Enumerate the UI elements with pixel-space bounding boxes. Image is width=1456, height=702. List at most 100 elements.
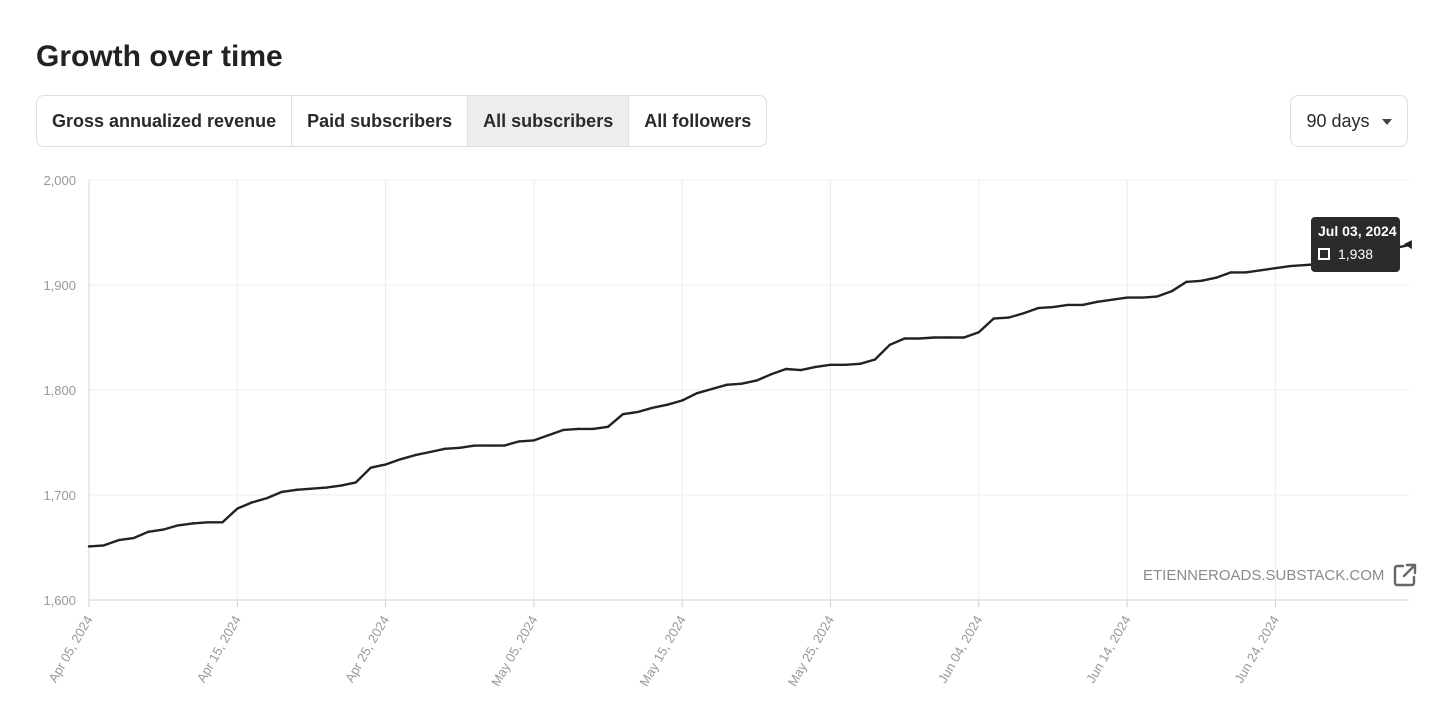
data-point bbox=[473, 444, 476, 447]
x-axis: Apr 05, 2024 Apr 15, 2024 Apr 25, 2024 May … bbox=[45, 599, 1409, 689]
x-tick-label: Apr 05, 2024 bbox=[45, 613, 95, 685]
hover-marker bbox=[1403, 240, 1412, 250]
tooltip-row: 1,938 bbox=[1318, 246, 1393, 262]
x-tick-label: Jun 04, 2024 bbox=[935, 613, 986, 686]
data-point bbox=[606, 425, 610, 428]
data-point bbox=[947, 336, 951, 339]
data-point bbox=[265, 496, 269, 500]
data-point bbox=[992, 317, 995, 320]
data-point bbox=[784, 367, 788, 371]
data-point bbox=[962, 336, 966, 339]
data-point bbox=[844, 363, 847, 366]
data-point bbox=[161, 528, 165, 531]
data-point bbox=[918, 337, 921, 340]
data-point bbox=[888, 343, 892, 347]
data-point bbox=[1155, 295, 1158, 298]
data-point bbox=[695, 391, 699, 395]
data-point bbox=[295, 488, 298, 491]
data-point bbox=[547, 433, 550, 437]
data-point bbox=[621, 412, 625, 416]
y-axis: 1,600 1,700 1,800 1,900 2,000 bbox=[43, 173, 90, 608]
data-point bbox=[1036, 306, 1040, 310]
data-point bbox=[681, 399, 684, 402]
data-point bbox=[1214, 276, 1218, 279]
tab-all-followers[interactable]: All followers bbox=[629, 96, 767, 146]
data-point bbox=[369, 466, 372, 469]
data-point bbox=[1007, 316, 1010, 319]
data-point bbox=[1259, 269, 1262, 272]
data-point bbox=[354, 481, 358, 484]
page-title: Growth over time bbox=[36, 40, 283, 73]
x-tick-label: Apr 25, 2024 bbox=[342, 613, 392, 685]
data-point bbox=[428, 450, 432, 454]
data-point bbox=[1066, 303, 1069, 307]
data-point bbox=[1303, 263, 1307, 267]
data-point bbox=[132, 536, 135, 540]
tab-paid-subscribers[interactable]: Paid subscribers bbox=[292, 96, 469, 146]
data-point bbox=[725, 383, 728, 386]
data-point bbox=[339, 484, 343, 487]
data-point bbox=[1081, 303, 1084, 307]
external-link-icon[interactable] bbox=[1392, 562, 1418, 588]
data-point bbox=[488, 444, 491, 447]
data-point bbox=[1125, 296, 1129, 299]
metric-tabs: Gross annualized revenue Paid subscriber… bbox=[36, 95, 768, 147]
data-point bbox=[399, 458, 402, 461]
date-range-value: 90 days bbox=[1306, 110, 1370, 131]
data-point bbox=[503, 444, 506, 447]
data-point bbox=[176, 524, 180, 527]
data-point bbox=[414, 453, 417, 457]
data-point bbox=[117, 538, 120, 542]
x-tick-label: Apr 15, 2024 bbox=[194, 613, 244, 685]
data-point bbox=[1289, 264, 1292, 268]
watermark[interactable]: ETIENNEROADS.SUBSTACK.COM bbox=[1143, 562, 1418, 588]
data-point bbox=[562, 428, 565, 432]
series-swatch-icon bbox=[1318, 248, 1330, 260]
data-point bbox=[592, 427, 595, 431]
data-point bbox=[651, 406, 654, 410]
data-point bbox=[710, 387, 714, 391]
data-point bbox=[873, 358, 877, 361]
data-point bbox=[191, 522, 195, 525]
data-point bbox=[814, 365, 817, 369]
data-point bbox=[443, 447, 447, 450]
y-tick-label: 1,900 bbox=[43, 278, 76, 293]
series-points bbox=[87, 243, 1411, 548]
data-point bbox=[1244, 271, 1247, 274]
x-tick-label: Jun 24, 2024 bbox=[1231, 613, 1282, 686]
x-tick-label: May 25, 2024 bbox=[785, 613, 837, 689]
data-point bbox=[740, 382, 743, 385]
y-tick-label: 2,000 bbox=[43, 173, 76, 188]
chart-tooltip: Jul 03, 2024 1,938 bbox=[1311, 217, 1400, 272]
data-point bbox=[636, 410, 639, 414]
data-point bbox=[1051, 305, 1055, 309]
data-point bbox=[221, 521, 224, 524]
data-point bbox=[1170, 290, 1173, 293]
data-point bbox=[903, 337, 906, 340]
data-point bbox=[799, 368, 803, 372]
data-point bbox=[384, 463, 387, 466]
tooltip-value: 1,938 bbox=[1338, 246, 1374, 262]
data-point bbox=[1140, 296, 1144, 299]
data-point bbox=[577, 427, 580, 431]
chart-grid bbox=[88, 179, 1409, 601]
date-range-select[interactable]: 90 days bbox=[1290, 95, 1408, 147]
data-point bbox=[458, 446, 461, 449]
hover-marker-icon bbox=[1403, 240, 1412, 250]
data-point bbox=[532, 439, 536, 442]
data-point bbox=[517, 440, 521, 443]
x-tick-label: Jun 14, 2024 bbox=[1083, 613, 1134, 686]
data-point bbox=[102, 544, 106, 547]
data-point bbox=[147, 530, 150, 533]
tab-gross-annualized-revenue[interactable]: Gross annualized revenue bbox=[37, 96, 293, 146]
data-point bbox=[977, 331, 980, 334]
data-point bbox=[280, 490, 283, 494]
data-point bbox=[1229, 271, 1233, 274]
data-point bbox=[933, 336, 936, 339]
y-tick-label: 1,700 bbox=[43, 488, 76, 503]
data-point bbox=[250, 501, 254, 504]
series-line bbox=[87, 243, 1411, 548]
tab-all-subscribers[interactable]: All subscribers bbox=[468, 96, 630, 146]
data-point bbox=[236, 507, 239, 510]
